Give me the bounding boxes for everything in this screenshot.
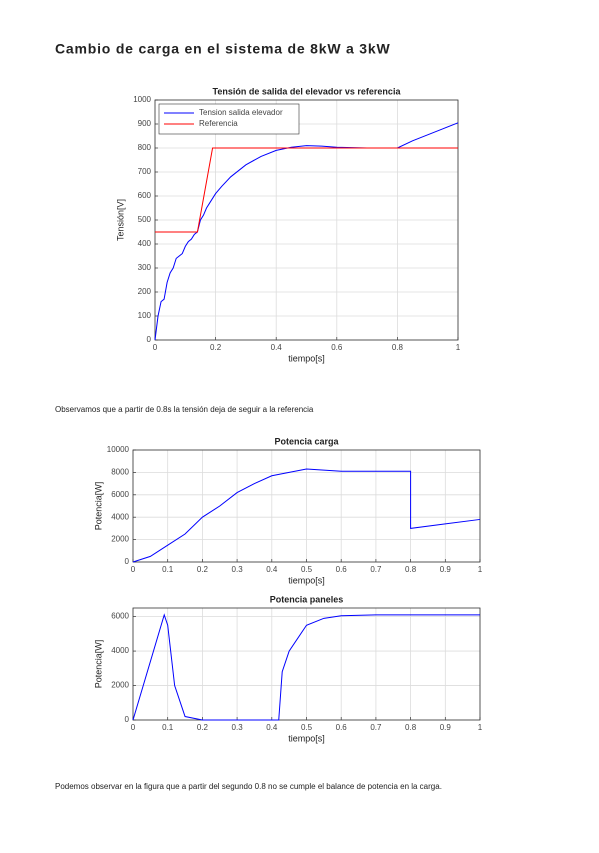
y-tick-label: 4000 xyxy=(111,646,129,655)
x-tick-label: 0.8 xyxy=(405,565,417,574)
x-tick-label: 1 xyxy=(478,565,483,574)
chart-title: Potencia paneles xyxy=(270,594,344,604)
paragraph: Observamos que a partir de 0.8s la tensi… xyxy=(55,405,314,414)
y-axis-label: Tensión[V] xyxy=(115,199,125,241)
x-tick-label: 0 xyxy=(153,343,158,352)
y-tick-label: 0 xyxy=(125,715,130,724)
y-tick-label: 6000 xyxy=(111,490,129,499)
axes-box xyxy=(132,607,481,721)
y-tick-label: 6000 xyxy=(111,612,129,621)
x-tick-label: 0.8 xyxy=(405,723,417,732)
x-axis-label: tiempo[s] xyxy=(288,353,325,363)
axes-box xyxy=(132,449,481,563)
y-tick-label: 500 xyxy=(138,215,152,224)
paragraph: Podemos observar en la figura que a part… xyxy=(55,782,442,791)
x-tick-label: 0.9 xyxy=(440,723,452,732)
data-line xyxy=(132,468,481,563)
document-title: Cambio de carga en el sistema de 8kW a 3… xyxy=(55,41,391,57)
y-axis-label: Potencia[W] xyxy=(93,482,103,531)
x-tick-label: 0.4 xyxy=(266,565,278,574)
x-tick-label: 0.3 xyxy=(232,565,244,574)
y-tick-label: 0 xyxy=(125,557,130,566)
x-tick-label: 0.5 xyxy=(301,723,313,732)
x-tick-label: 0.1 xyxy=(162,723,174,732)
x-tick-label: 1 xyxy=(478,723,483,732)
legend-box xyxy=(158,103,300,135)
y-tick-label: 8000 xyxy=(111,468,129,477)
data-line xyxy=(132,613,480,721)
x-tick-label: 0.2 xyxy=(210,343,222,352)
chart-title: Tensión de salida del elevador vs refere… xyxy=(213,86,402,96)
y-tick-label: 100 xyxy=(138,311,152,320)
x-tick-label: 0.1 xyxy=(162,565,174,574)
x-tick-label: 0.6 xyxy=(331,343,343,352)
y-tick-label: 600 xyxy=(138,191,152,200)
chart-title: Potencia carga xyxy=(274,436,339,446)
x-tick-label: 0.7 xyxy=(370,723,382,732)
x-tick-label: 0.2 xyxy=(197,723,209,732)
y-tick-label: 2000 xyxy=(111,535,129,544)
x-axis-label: tiempo[s] xyxy=(288,575,325,585)
y-tick-label: 4000 xyxy=(111,512,129,521)
y-tick-label: 300 xyxy=(138,263,152,272)
x-tick-label: 0.7 xyxy=(370,565,382,574)
x-tick-label: 0.4 xyxy=(266,723,278,732)
y-tick-label: 900 xyxy=(138,119,152,128)
x-tick-label: 0.4 xyxy=(271,343,283,352)
x-tick-label: 0.2 xyxy=(197,565,209,574)
y-tick-label: 1000 xyxy=(133,95,151,104)
y-tick-label: 10000 xyxy=(107,445,130,454)
y-tick-label: 0 xyxy=(147,335,152,344)
y-tick-label: 200 xyxy=(138,287,152,296)
axes-box xyxy=(154,99,459,341)
x-tick-label: 0 xyxy=(131,723,136,732)
x-tick-label: 0.9 xyxy=(440,565,452,574)
y-tick-label: 700 xyxy=(138,167,152,176)
x-tick-label: 1 xyxy=(456,343,461,352)
x-tick-label: 0.8 xyxy=(392,343,404,352)
legend-label: Tension salida elevador xyxy=(199,108,283,117)
y-tick-label: 400 xyxy=(138,239,152,248)
x-tick-label: 0.6 xyxy=(336,565,348,574)
y-axis-label: Potencia[W] xyxy=(93,640,103,689)
x-tick-label: 0 xyxy=(131,565,136,574)
y-tick-label: 800 xyxy=(138,143,152,152)
legend-label: Referencia xyxy=(199,119,238,128)
x-tick-label: 0.3 xyxy=(232,723,244,732)
x-axis-label: tiempo[s] xyxy=(288,733,325,743)
y-tick-label: 2000 xyxy=(111,681,129,690)
x-tick-label: 0.6 xyxy=(336,723,348,732)
x-tick-label: 0.5 xyxy=(301,565,313,574)
data-line xyxy=(155,147,458,233)
